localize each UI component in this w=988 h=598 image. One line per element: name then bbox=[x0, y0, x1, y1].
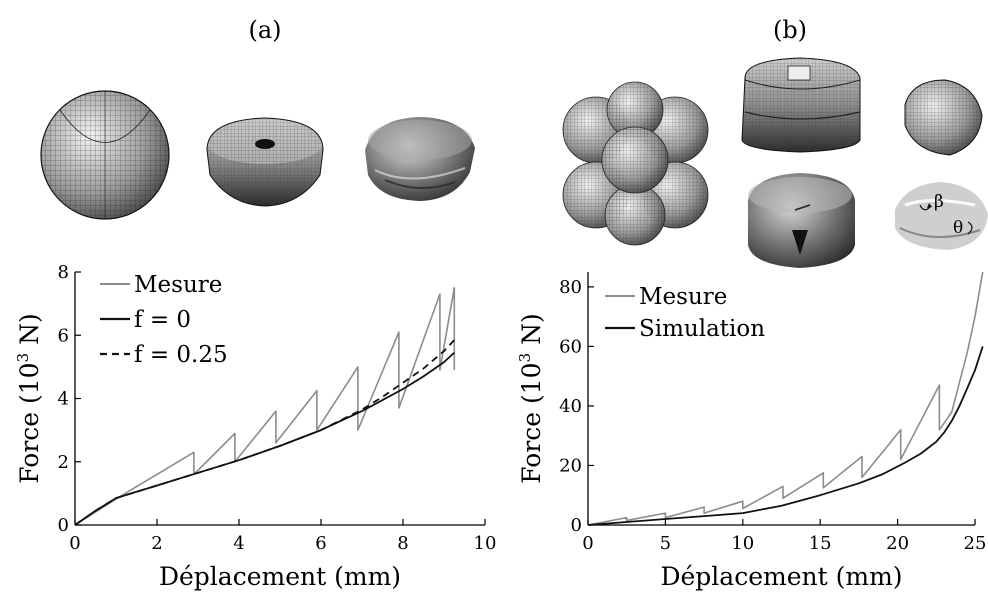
y-tick-label: 60 bbox=[559, 336, 582, 357]
y-axis-title-main: Force (10 bbox=[15, 362, 44, 483]
legend-label: Mesure bbox=[639, 284, 727, 310]
y-tick-label: 0 bbox=[571, 515, 582, 536]
x-tick-label: 10 bbox=[731, 533, 754, 554]
legend-label: f = 0.25 bbox=[134, 342, 228, 368]
y-tick-label: 40 bbox=[559, 396, 582, 417]
series-line-1 bbox=[74, 351, 455, 526]
y-axis-title-unit: N) bbox=[517, 313, 546, 353]
legend-label: f = 0 bbox=[134, 307, 191, 333]
y-axis-title-main: Force (10 bbox=[517, 362, 546, 483]
y-tick-label: 20 bbox=[559, 455, 582, 476]
x-tick-label: 4 bbox=[233, 533, 244, 554]
x-axis-title: Déplacement (mm) bbox=[159, 562, 401, 591]
legend-label: Mesure bbox=[134, 272, 222, 298]
y-tick-label: 4 bbox=[58, 389, 69, 410]
x-tick-label: 20 bbox=[886, 533, 909, 554]
x-tick-label: 15 bbox=[809, 533, 832, 554]
meshed-sphere-image bbox=[40, 90, 170, 220]
y-tick-label: 8 bbox=[58, 262, 69, 283]
deformed-sphere-mesh-image bbox=[206, 117, 324, 207]
series-line-1 bbox=[587, 346, 984, 526]
y-tick-label: 80 bbox=[559, 277, 582, 298]
y-axis-title: Force (103 N) bbox=[14, 313, 44, 483]
sphere-cluster-mesh-image bbox=[562, 81, 709, 246]
x-tick-label: 25 bbox=[964, 533, 987, 554]
x-tick-label: 6 bbox=[315, 533, 326, 554]
panel-label-b: (b) bbox=[773, 16, 807, 44]
single-deformed-sphere-mesh-image bbox=[904, 79, 983, 156]
chart-b: 0 5 10 15 20 25 0 20 40 60 80 Déplacement (mm) Force… bbox=[516, 271, 987, 591]
compressed-cluster-mesh-image bbox=[741, 57, 861, 153]
single-particle-photo: β θ bbox=[895, 182, 988, 250]
y-axis-title-exponent: 3 bbox=[516, 353, 534, 363]
series-line-0 bbox=[74, 286, 456, 526]
y-axis-title-exponent: 3 bbox=[14, 353, 32, 363]
x-tick-label: 8 bbox=[397, 533, 408, 554]
series-line-0 bbox=[587, 271, 984, 526]
legend-label: Simulation bbox=[639, 316, 765, 342]
panel-label-a: (a) bbox=[248, 16, 281, 44]
chart-a: 0 2 4 6 8 10 0 2 4 6 8 Déplacement (mm) Force (103 N… bbox=[14, 262, 496, 591]
series-line-2 bbox=[74, 339, 455, 526]
x-tick-label: 10 bbox=[474, 533, 497, 554]
theta-annotation: θ bbox=[953, 218, 963, 238]
x-axis-title: Déplacement (mm) bbox=[660, 562, 902, 591]
y-tick-label: 2 bbox=[58, 452, 69, 473]
x-tick-label: 2 bbox=[151, 533, 162, 554]
crushed-sphere-photo bbox=[365, 117, 475, 201]
compressed-cluster-photo bbox=[748, 173, 855, 268]
x-tick-label: 0 bbox=[582, 533, 593, 554]
x-tick-label: 5 bbox=[660, 533, 671, 554]
y-axis-title: Force (103 N) bbox=[516, 313, 546, 483]
y-axis-title-unit: N) bbox=[15, 313, 44, 353]
x-tick-label: 0 bbox=[69, 533, 80, 554]
y-tick-label: 6 bbox=[58, 325, 69, 346]
beta-annotation: β bbox=[934, 192, 944, 212]
y-tick-label: 0 bbox=[58, 515, 69, 536]
